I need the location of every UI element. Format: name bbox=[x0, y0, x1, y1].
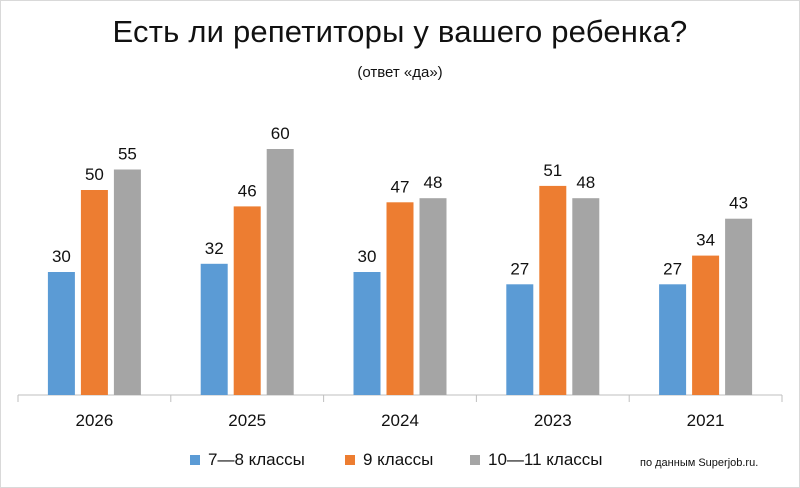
chart-legend: 7—8 классы 9 классы 10—11 классы bbox=[0, 450, 800, 474]
data-label-2023-series-2: 51 bbox=[543, 161, 562, 180]
legend-swatch-series-1 bbox=[190, 455, 200, 465]
data-label-2024-series-2: 47 bbox=[391, 177, 410, 196]
bar-2024-series-2 bbox=[386, 202, 414, 395]
chart-title: Есть ли репетиторы у вашего ребенка? bbox=[112, 14, 688, 49]
bar-2023-series-3 bbox=[572, 198, 600, 395]
x-tick-label-2021: 2021 bbox=[687, 411, 725, 430]
bar-2024-series-3 bbox=[419, 198, 447, 395]
data-label-2024-series-1: 30 bbox=[358, 247, 377, 266]
bar-2025-series-2 bbox=[233, 206, 261, 395]
bar-2021-series-2 bbox=[692, 255, 720, 395]
x-tick-label-2026: 2026 bbox=[75, 411, 113, 430]
bar-2026-series-3 bbox=[113, 169, 141, 395]
bar-2024-series-1 bbox=[353, 272, 381, 395]
data-label-2023-series-1: 27 bbox=[510, 259, 529, 278]
bar-2026-series-2 bbox=[80, 190, 108, 395]
data-label-2025-series-3: 60 bbox=[271, 124, 290, 143]
bar-2023-series-2 bbox=[539, 185, 567, 395]
bar-2025-series-3 bbox=[266, 149, 294, 395]
legend-item-series-2: 9 классы bbox=[345, 450, 433, 470]
x-tick-label-2023: 2023 bbox=[534, 411, 572, 430]
data-label-2026-series-1: 30 bbox=[52, 247, 71, 266]
data-label-2024-series-3: 48 bbox=[424, 173, 443, 192]
legend-swatch-series-2 bbox=[345, 455, 355, 465]
source-note: по данным Superjob.ru. bbox=[640, 457, 759, 469]
legend-item-series-1: 7—8 классы bbox=[190, 450, 305, 470]
data-label-2025-series-1: 32 bbox=[205, 239, 224, 258]
legend-swatch-series-3 bbox=[470, 455, 480, 465]
chart-subtitle: (ответ «да») bbox=[357, 64, 443, 81]
x-tick-label-2025: 2025 bbox=[228, 411, 266, 430]
data-label-2021-series-1: 27 bbox=[663, 259, 682, 278]
legend-label-series-3: 10—11 классы bbox=[488, 450, 603, 469]
bar-2021-series-3 bbox=[725, 218, 753, 395]
bar-2023-series-1 bbox=[506, 284, 534, 395]
legend-label-series-1: 7—8 классы bbox=[208, 450, 305, 469]
bar-2021-series-1 bbox=[659, 284, 687, 395]
bar-2025-series-1 bbox=[200, 263, 228, 395]
legend-label-series-2: 9 классы bbox=[363, 450, 434, 469]
x-tick-label-2024: 2024 bbox=[381, 411, 419, 430]
legend-item-series-3: 10—11 классы bbox=[470, 450, 603, 470]
data-label-2026-series-2: 50 bbox=[85, 165, 104, 184]
data-label-2021-series-2: 34 bbox=[696, 231, 715, 250]
data-label-2023-series-3: 48 bbox=[576, 173, 595, 192]
data-label-2021-series-3: 43 bbox=[729, 194, 748, 213]
data-label-2025-series-2: 46 bbox=[238, 181, 257, 200]
bar-2026-series-1 bbox=[47, 272, 75, 395]
data-label-2026-series-3: 55 bbox=[118, 145, 137, 164]
